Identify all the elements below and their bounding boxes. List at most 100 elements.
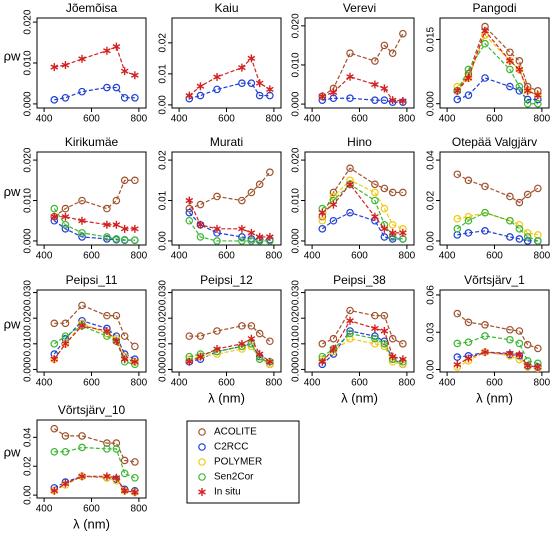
data-point [534, 237, 542, 245]
data-point [213, 224, 221, 233]
data-point [112, 337, 121, 346]
data-point [112, 83, 121, 92]
data-point [238, 233, 246, 241]
data-point [103, 311, 111, 320]
data-point [238, 79, 246, 87]
data-point [481, 182, 489, 191]
data-point [255, 180, 264, 189]
panel-title: Otepää Valgjärv [452, 135, 537, 149]
y-axis-label: ρw [4, 48, 21, 63]
x-tick-label: 400 [171, 114, 188, 125]
series-line [457, 77, 538, 101]
x-tick-label: 800 [534, 378, 550, 389]
panel-title: Pangodi [472, 1, 516, 15]
data-point [213, 192, 221, 201]
data-point [515, 327, 524, 335]
x-tick-label: 800 [534, 114, 550, 125]
series-line [53, 208, 135, 241]
data-point [453, 95, 462, 104]
series-line [456, 29, 539, 96]
legend-frame [186, 420, 300, 504]
data-point [523, 233, 532, 241]
data-point [131, 176, 139, 185]
series-line [54, 304, 136, 347]
data-point [112, 445, 121, 453]
series-line [188, 200, 270, 238]
data-point [120, 224, 129, 233]
y-tick-label: 0.02 [158, 150, 169, 170]
data-point [329, 88, 338, 97]
data-point [131, 357, 139, 366]
data-point [103, 445, 111, 453]
data-point [464, 229, 473, 237]
data-point [131, 236, 139, 244]
series-line [457, 173, 539, 204]
data-point [399, 355, 407, 364]
data-point [329, 216, 338, 225]
panel-title: Peipsi_38 [333, 273, 386, 287]
data-point [112, 220, 121, 229]
data-point [453, 214, 462, 223]
x-tick-label: 600 [83, 504, 100, 515]
data-point [515, 225, 524, 233]
data-point [329, 188, 338, 197]
data-point [103, 327, 111, 335]
x-tick-label: 800 [266, 251, 283, 262]
series-line [188, 57, 271, 97]
data-point [50, 486, 59, 495]
data-point [380, 204, 389, 213]
data-point [255, 329, 264, 338]
data-point [247, 237, 256, 245]
data-point [120, 67, 129, 76]
x-tick-label: 400 [304, 251, 321, 262]
data-point [131, 93, 139, 102]
data-point [346, 164, 354, 172]
data-point [112, 235, 121, 243]
x-tick-label: 600 [486, 378, 503, 389]
series-line [322, 309, 404, 345]
data-point [453, 353, 462, 361]
data-point [380, 224, 389, 233]
data-point [120, 469, 129, 478]
data-point [120, 332, 129, 340]
data-point [399, 29, 407, 38]
data-point [266, 337, 274, 346]
data-point [266, 232, 274, 241]
data-point [196, 352, 205, 361]
data-point [103, 46, 111, 55]
data-point [346, 329, 354, 338]
data-point [523, 190, 532, 199]
data-point [112, 311, 121, 320]
data-point [185, 91, 194, 100]
x-tick-label: 800 [399, 114, 416, 125]
data-point [131, 488, 139, 497]
data-point [266, 168, 274, 177]
legend-label: POLYMER [214, 457, 262, 468]
data-point [346, 316, 354, 325]
data-point [61, 339, 70, 348]
data-point [238, 224, 246, 233]
data-point [112, 42, 121, 51]
data-point [388, 228, 397, 237]
data-point [388, 352, 397, 361]
series-line [321, 212, 403, 240]
x-tick-label: 400 [439, 114, 456, 125]
data-point [255, 91, 264, 100]
legend-symbol [198, 428, 206, 436]
data-point [380, 41, 389, 50]
data-point [506, 233, 514, 241]
data-point [346, 208, 354, 217]
y-tick-label: 0.010 [291, 52, 302, 77]
panel-title: Võrtsjärv_1 [464, 273, 525, 287]
data-point [247, 342, 256, 351]
data-point [120, 486, 129, 495]
x-tick-label: 400 [304, 378, 321, 389]
x-tick-label: 600 [486, 114, 503, 125]
y-axis-label: ρw [4, 184, 21, 199]
data-point [61, 220, 70, 229]
data-point [131, 342, 139, 351]
legend-label: Sen2Cor [214, 472, 254, 483]
data-point [346, 306, 354, 315]
data-point [78, 472, 86, 481]
data-point [196, 200, 205, 209]
